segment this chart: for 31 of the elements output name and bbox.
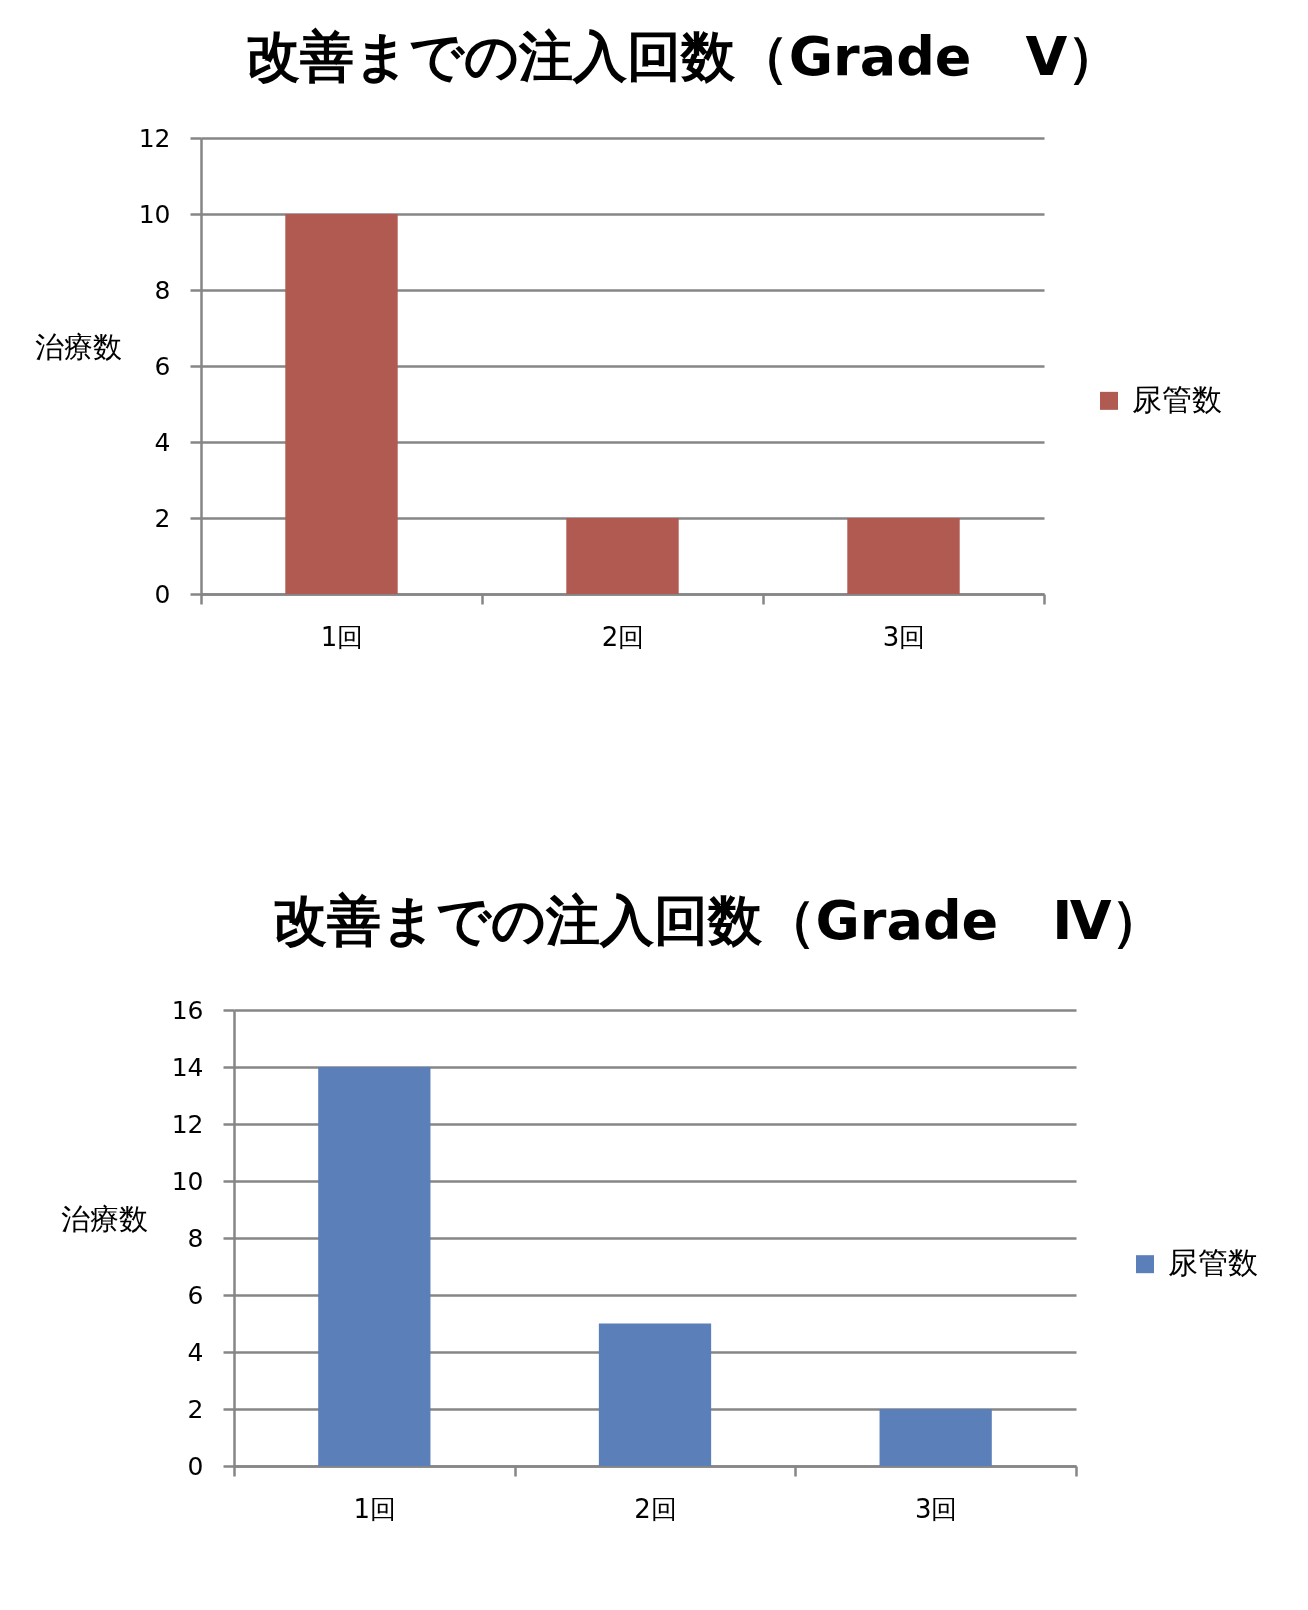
- y-tick-label: 6: [187, 1280, 204, 1310]
- y-tick-label: 4: [187, 1337, 204, 1367]
- x-tick-label: 1回: [320, 621, 364, 652]
- y-tick-label: 12: [171, 1109, 204, 1139]
- y-tick-label: 8: [154, 275, 171, 305]
- chart-title: 改善までの注入回数（Grade Ⅴ）: [245, 25, 1122, 88]
- y-tick-label: 10: [171, 1166, 204, 1196]
- y-tick-label: 16: [171, 995, 204, 1025]
- x-tick-label: 3回: [914, 1493, 958, 1524]
- x-tick-label: 1回: [353, 1493, 397, 1524]
- y-tick-label: 14: [171, 1052, 204, 1082]
- y-tick-label: 6: [154, 351, 171, 381]
- legend-label: 尿管数: [1168, 1245, 1258, 1281]
- y-tick-label: 2: [187, 1394, 204, 1424]
- bar: [879, 1409, 992, 1466]
- x-tick-label: 3回: [882, 621, 926, 652]
- y-tick-label: 12: [138, 123, 171, 153]
- bar: [598, 1323, 712, 1466]
- x-tick-label: 2回: [601, 621, 645, 652]
- y-tick-label: 8: [187, 1223, 204, 1253]
- y-tick-label: 2: [154, 503, 171, 533]
- bar: [318, 1067, 431, 1466]
- y-tick-label: 0: [187, 1451, 204, 1481]
- chart-title: 改善までの注入回数（Grade Ⅳ）: [272, 889, 1166, 952]
- y-tick-label: 10: [138, 199, 171, 229]
- y-tick-label: 0: [154, 579, 171, 609]
- legend-label: 尿管数: [1132, 381, 1222, 417]
- x-tick-label: 2回: [634, 1493, 677, 1524]
- y-axis-title: 治療数: [34, 330, 122, 365]
- y-tick-label: 4: [154, 427, 171, 457]
- y-axis-title: 治療数: [60, 1202, 148, 1237]
